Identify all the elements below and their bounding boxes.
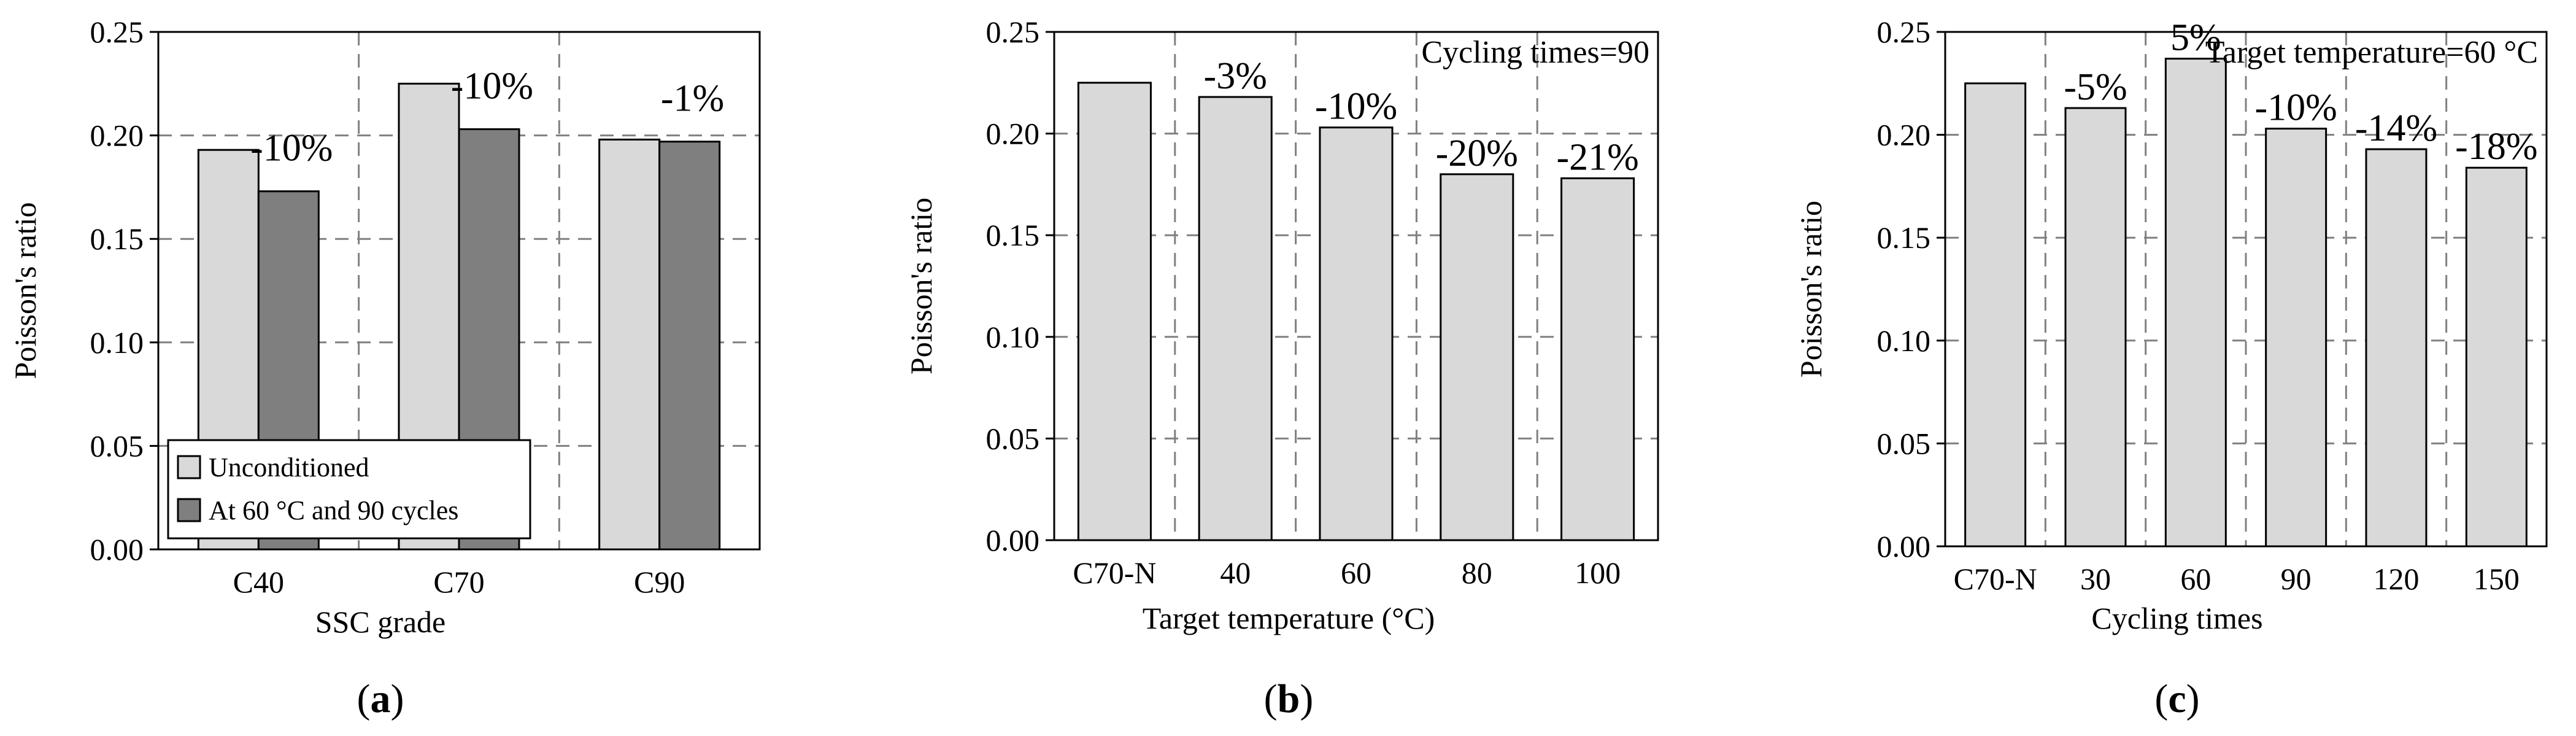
data-annotation: 5% [2170,17,2221,59]
data-annotation: -18% [2455,126,2537,168]
panel-label-letter: c [2168,676,2186,721]
y-tick-label: 0.15 [90,222,144,256]
x-tick-label: 80 [1462,556,1492,590]
y-tick-label: 0.20 [90,118,144,153]
bar-80 [1440,173,1514,541]
bar-c90-s0 [598,138,661,551]
panel-label-close: ) [1300,676,1313,721]
y-axis-label: Poisson's ratio [904,198,938,374]
y-tick-label: 0.10 [1877,323,1931,358]
bar-150 [2465,166,2528,548]
x-tick-label: C70-N [1073,556,1156,590]
x-tick-label: 90 [2281,562,2312,596]
x-tick-label: C90 [634,565,685,599]
y-tick-label: 0.00 [90,532,144,567]
panel-label-letter: a [371,676,391,721]
y-tick-label: 0.25 [90,15,144,49]
bar-60 [1319,126,1394,541]
chart-title: Target temperature=60 °C [2205,35,2538,70]
panel-label-close: ) [2186,676,2200,721]
legend-swatch [177,498,201,522]
y-tick-label: 0.05 [986,421,1040,455]
x-tick-label: 60 [2180,562,2211,596]
x-tick-label: 60 [1341,556,1371,590]
y-tick-label: 0.10 [986,320,1040,354]
bar-c70-n [1964,82,2027,548]
x-tick-label: C70 [433,565,484,599]
chart-panel-c: 0.00 0.05 0.10 0.15 0.20 0.25 -5% 5% -10% -14% -18… [1794,15,2548,721]
y-tick-label: 0.00 [986,523,1040,557]
panel-label-close: ) [391,676,404,721]
chart-title: Cycling times=90 [1421,35,1649,70]
bar-30 [2064,107,2127,548]
legend-box [167,439,531,540]
y-tick-label: 0.20 [1877,118,1931,152]
panel-label-open: ( [1264,676,1278,721]
data-annotation: -3% [1204,55,1267,97]
y-tick-label: 0.25 [1877,15,1931,49]
data-annotation: -10% [451,65,533,107]
y-axis-label: Poisson's ratio [8,202,42,379]
bar-60 [2164,58,2227,548]
chart-panel-a: 0.00 0.05 0.10 0.15 0.20 0.25 -10% -10% -1% C40 C7… [8,15,761,721]
data-annotation: -5% [2064,66,2127,108]
bar-40 [1198,96,1273,541]
x-axis-label: SSC grade [315,605,446,639]
x-tick-label: C70-N [1954,562,2037,596]
x-tick-label: C40 [233,565,284,599]
panel-label-letter: b [1278,676,1300,721]
panel-label: (a) [357,676,404,721]
x-axis-label: Target temperature (°C) [1143,601,1435,635]
panel-label-open: ( [357,676,371,721]
data-annotation: -20% [1436,133,1518,174]
bar-c70-n [1077,82,1152,541]
y-axis-label: Poisson's ratio [1794,201,1828,378]
data-annotation: -1% [661,77,724,119]
legend-entry: Unconditioned [209,452,369,482]
bar-100 [1560,177,1635,541]
legend-entry: At 60 °C and 90 cycles [209,495,458,525]
data-annotation: -21% [1556,136,1638,178]
chart-panel-b: 0.00 0.05 0.10 0.15 0.20 0.25 -3% -10% -20% -21% C… [904,15,1659,721]
plot-frame [1053,31,1659,541]
x-tick-label: 30 [2080,562,2111,596]
legend: Unconditioned At 60 °C and 90 cycles [167,439,531,540]
y-tick-label: 0.05 [90,428,144,463]
x-tick-label: 40 [1220,556,1251,590]
bar-c90-s1 [658,141,721,551]
plot-frame [1944,31,2548,548]
x-tick-label: 120 [2374,562,2420,596]
y-tick-label: 0.15 [1877,220,1931,255]
data-annotation: -14% [2355,107,2437,149]
y-tick-label: 0.00 [1877,529,1931,564]
panel-label: (b) [1264,676,1314,721]
y-tick-label: 0.15 [986,218,1040,252]
legend-swatch [177,455,201,479]
y-tick-label: 0.05 [1877,426,1931,460]
x-axis-label: Cycling times [2091,601,2262,635]
y-tick-label: 0.10 [90,325,144,360]
data-annotation: -10% [2255,87,2337,129]
bar-120 [2365,148,2428,548]
bar-90 [2265,128,2327,548]
panel-label-open: ( [2154,676,2168,721]
data-annotation: -10% [250,127,333,169]
plot-frame [157,31,761,551]
data-annotation: -10% [1315,86,1397,128]
y-tick-label: 0.25 [986,15,1040,49]
x-tick-label: 100 [1575,556,1621,590]
x-tick-label: 150 [2474,562,2520,596]
panel-label: (c) [2154,676,2199,721]
y-tick-label: 0.20 [986,117,1040,151]
